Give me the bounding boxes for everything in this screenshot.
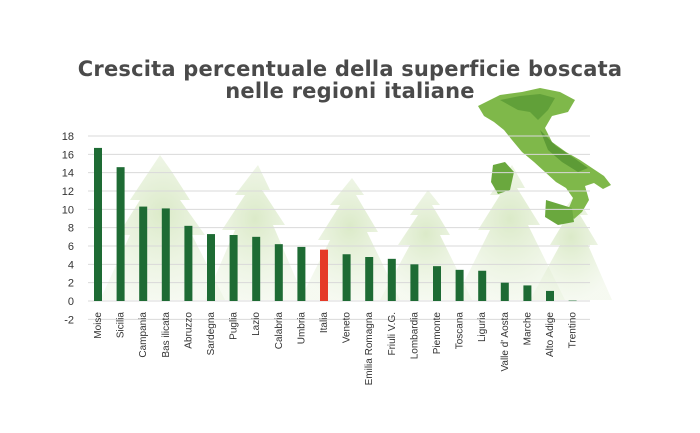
x-tick-label: Valle d' Aosta: [500, 312, 511, 372]
x-tick-label: Alto Adige: [545, 312, 556, 357]
y-tick-label: 6: [68, 241, 74, 253]
bar-italia: [320, 249, 328, 301]
x-tick-label: Abruzzo: [183, 312, 194, 349]
x-tick-label: Lombardia: [409, 312, 420, 360]
x-tick-label: Moise: [93, 312, 104, 339]
bar-calabria: [274, 244, 283, 301]
chart-title-line-2: nelle regioni italiane: [225, 79, 475, 103]
x-tick-label: Friuli V.G.: [387, 312, 398, 356]
y-tick-label: 4: [68, 259, 74, 271]
bar-umbria: [297, 246, 306, 301]
bar-veneto: [342, 254, 351, 301]
y-tick-label: 16: [62, 149, 74, 161]
bar-piemonte: [433, 266, 441, 301]
bar-lazio: [252, 236, 261, 301]
bar-sardegna: [207, 234, 215, 301]
italy-map-illustration: [478, 88, 611, 225]
x-tick-label: Veneto: [342, 312, 353, 344]
gridlines: [88, 135, 590, 320]
bar-campania: [139, 206, 148, 301]
bar-emilia-romagna: [365, 257, 374, 301]
y-tick-label: 14: [62, 168, 74, 180]
x-tick-label: Bas ilicata: [161, 312, 172, 358]
x-tick-label: Piemonte: [432, 312, 443, 355]
bar-liguria: [478, 270, 487, 301]
x-tick-label: Toscana: [455, 312, 466, 350]
x-tick-label: Sicilia: [116, 312, 127, 339]
y-tick-label: -2: [64, 314, 74, 326]
bar-trentino: [568, 300, 577, 302]
bar-lombardia: [410, 264, 419, 301]
y-tick-label: 2: [68, 278, 74, 290]
chart-title-line-1: Crescita percentuale della superficie bo…: [77, 57, 623, 81]
bar-marche: [523, 285, 532, 301]
x-tick-label: Campania: [138, 312, 149, 358]
bar-puglia: [229, 235, 238, 301]
x-tick-label: Trentino: [568, 312, 579, 349]
x-tick-label: Lazio: [251, 312, 262, 336]
x-tick-label: Sardegna: [206, 312, 217, 356]
bar-bas-ilicata: [161, 208, 170, 301]
bar-moise: [94, 147, 102, 301]
y-tick-label: 12: [62, 186, 74, 198]
bar-sicilia: [116, 167, 125, 301]
x-tick-label: Puglia: [229, 312, 240, 340]
x-tick-label: Emilia Romagna: [364, 312, 375, 386]
bar-valle-d-aosta: [500, 282, 509, 301]
bar-alto-adige: [546, 290, 554, 301]
x-axis: Moise Sicilia Campania Bas ilicata Abruzzo Sa…: [93, 312, 579, 386]
bars: [94, 147, 577, 302]
y-tick-label: 10: [62, 204, 74, 216]
x-tick-label: Umbria: [296, 312, 307, 345]
bar-toscana: [455, 269, 464, 301]
x-tick-label: Calabria: [274, 312, 285, 350]
chart-title: Crescita percentuale della superficie bo…: [0, 58, 700, 102]
bar-friuli-v-g-: [387, 258, 396, 301]
x-tick-label: Italia: [319, 312, 330, 334]
y-tick-label: 18: [62, 131, 74, 143]
bar-abruzzo: [184, 225, 193, 301]
x-tick-label: Liguria: [477, 312, 488, 342]
y-tick-label: 0: [68, 296, 74, 308]
y-tick-label: 8: [68, 223, 74, 235]
x-tick-label: Marche: [522, 312, 533, 346]
y-axis: 18 16 14 12 10 8 6 4 2 0 -2: [62, 131, 74, 326]
